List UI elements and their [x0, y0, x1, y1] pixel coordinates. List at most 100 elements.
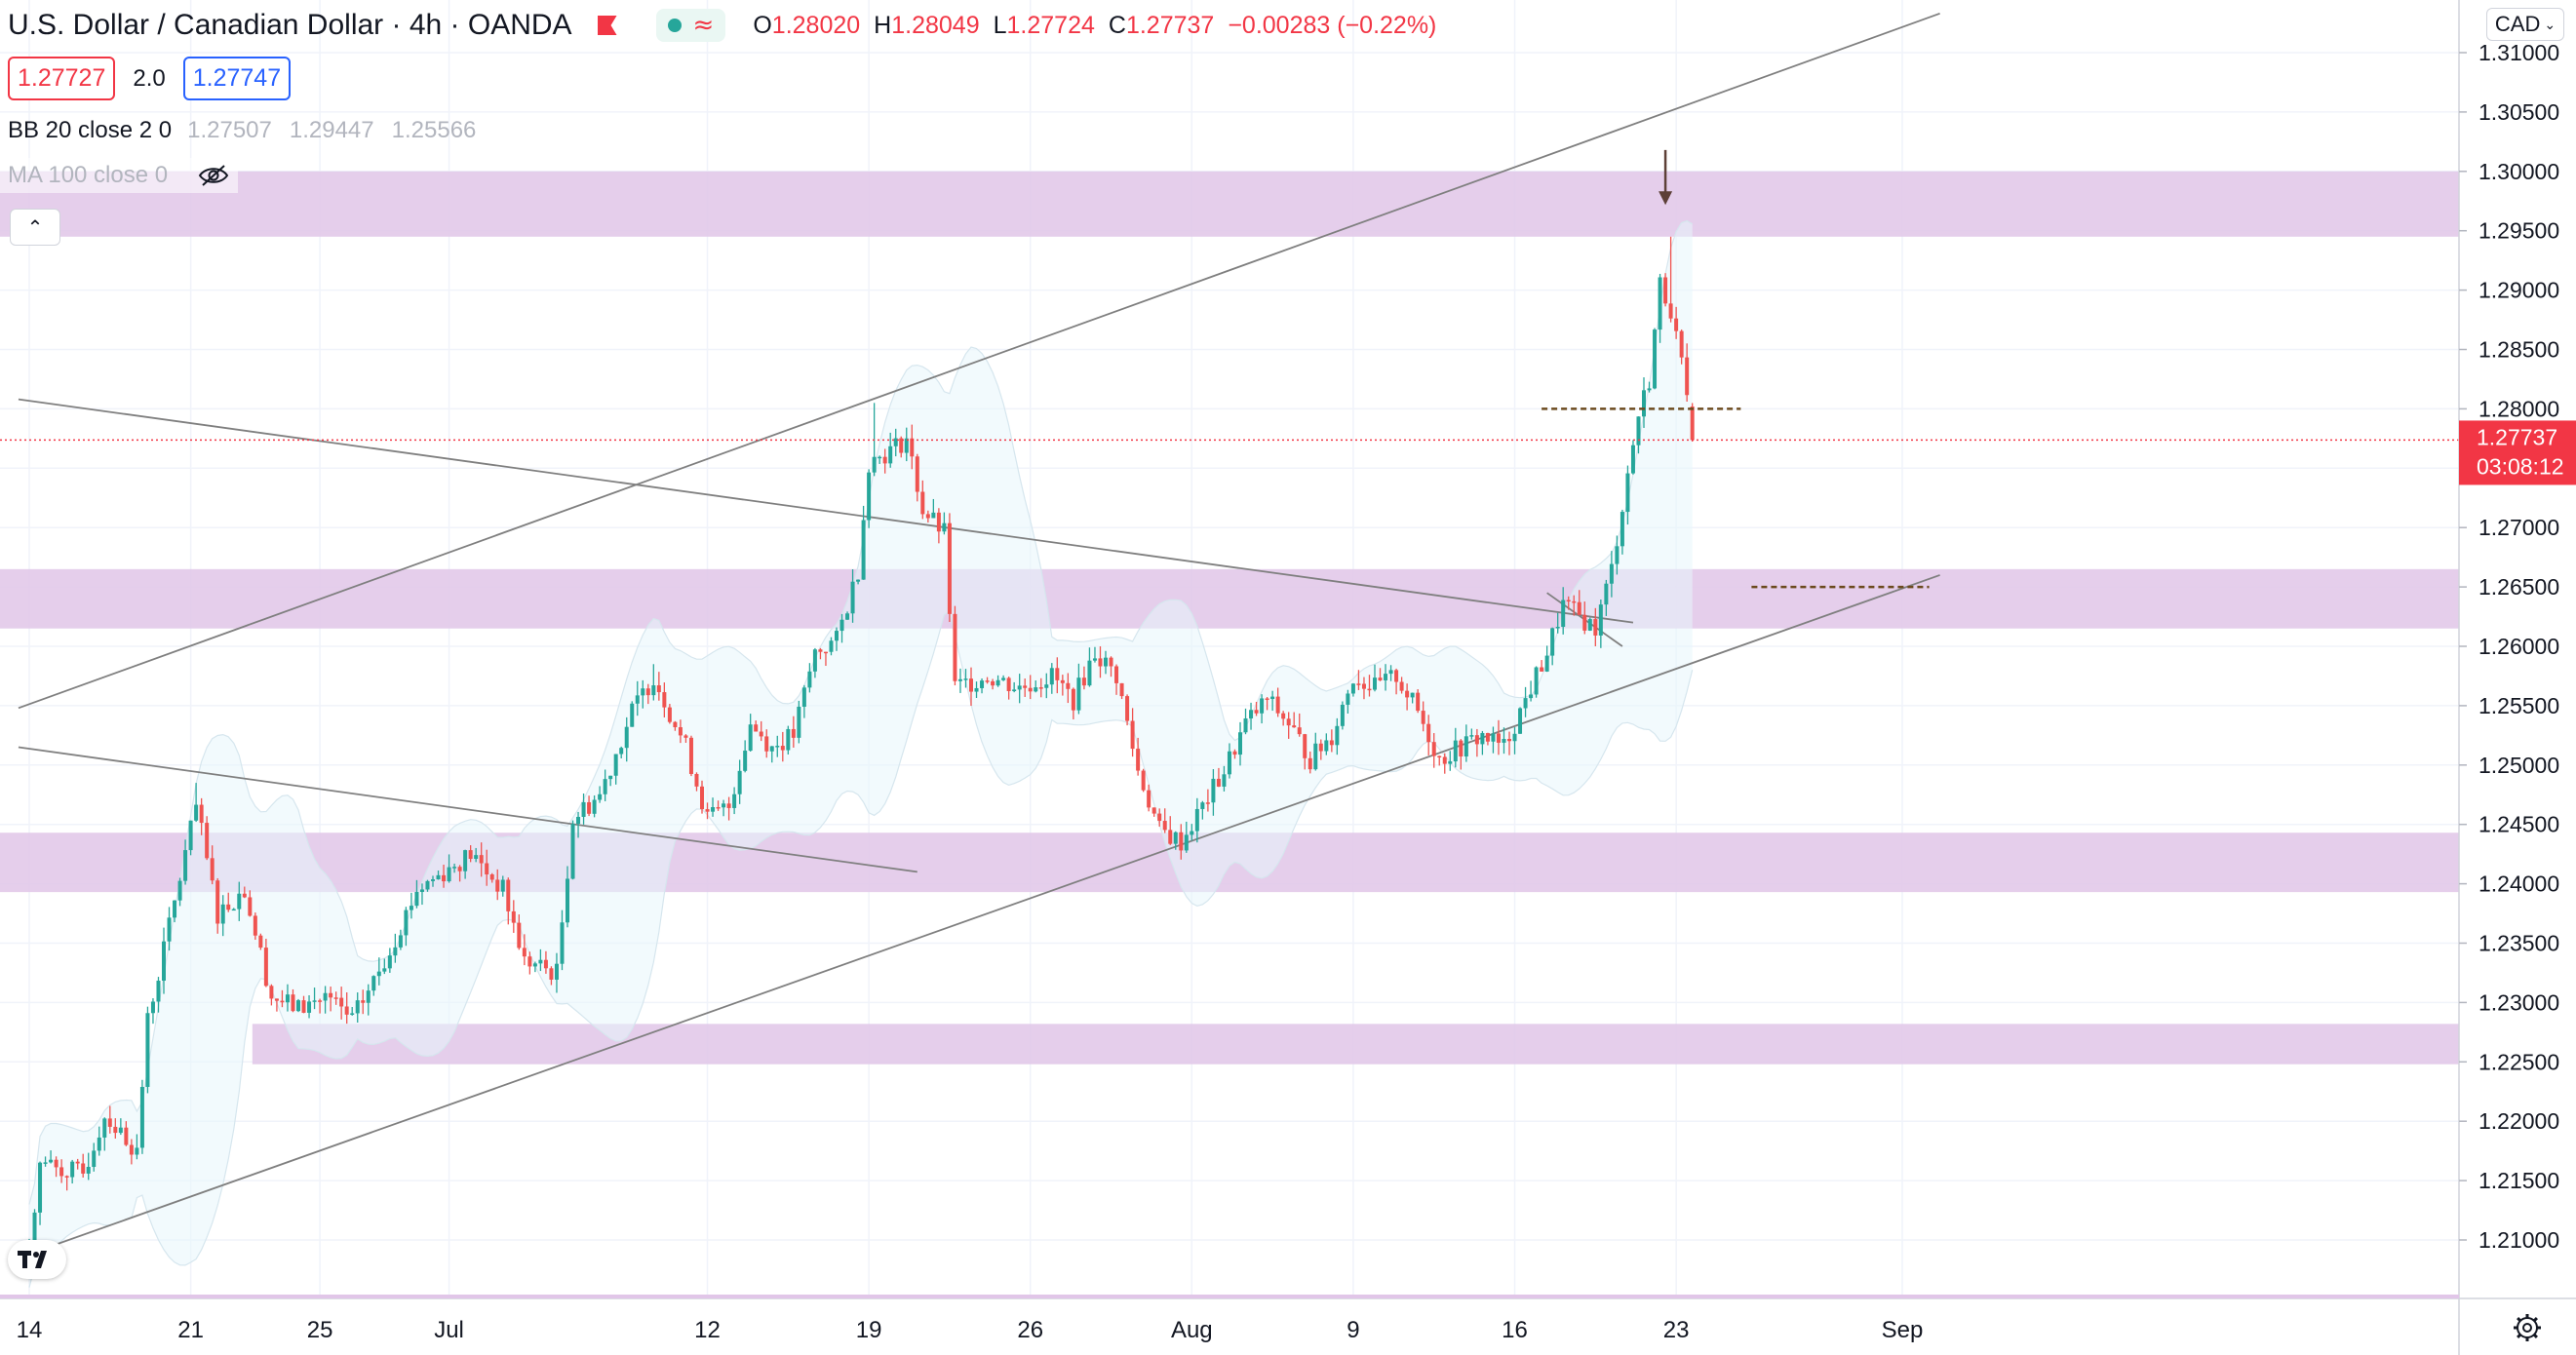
- candle-body: [118, 1127, 123, 1134]
- candle-body: [1410, 692, 1415, 698]
- price-tick-label: 1.21500: [2478, 1168, 2559, 1193]
- candle-body: [474, 855, 479, 859]
- candle-body: [1620, 512, 1624, 547]
- candle-body: [613, 754, 618, 776]
- candle-body: [511, 910, 516, 923]
- candle-body: [1136, 749, 1141, 771]
- candle-body: [1044, 684, 1049, 688]
- candle-body: [807, 671, 812, 688]
- currency-select[interactable]: CAD ⌄: [2486, 8, 2564, 41]
- candle-body: [587, 801, 592, 814]
- candle-body: [878, 456, 882, 459]
- candle-body: [323, 992, 328, 1001]
- price-tick-label: 1.23500: [2478, 931, 2559, 956]
- candle-body: [1055, 668, 1060, 680]
- candle-body: [1281, 713, 1286, 719]
- candle-body: [1615, 546, 1620, 564]
- candle-body: [829, 640, 834, 652]
- candle-body: [1034, 687, 1038, 692]
- candle-body: [957, 678, 962, 681]
- candle-body: [624, 726, 629, 749]
- candle-body: [1286, 718, 1291, 726]
- candle-body: [1346, 693, 1350, 705]
- candle-body: [1232, 751, 1237, 755]
- candle-body: [296, 1000, 300, 1012]
- candle-body: [678, 726, 683, 736]
- candle-body: [215, 880, 220, 924]
- indicator-bollinger-bands[interactable]: BB 20 close 2 0 1.27507 1.29447 1.25566: [8, 117, 476, 144]
- eye-off-icon[interactable]: [197, 164, 230, 187]
- candle-body: [641, 688, 645, 696]
- candle-body: [447, 867, 451, 882]
- candle-body: [220, 904, 225, 924]
- candle-body: [1179, 832, 1184, 851]
- time-tick-label: 12: [694, 1317, 721, 1343]
- candle-body: [630, 703, 635, 727]
- candle-body: [1066, 682, 1071, 689]
- tradingview-logo-mark: [18, 1251, 47, 1268]
- candle-body: [1394, 670, 1399, 682]
- candle-body: [1211, 778, 1216, 803]
- time-axis-background: [0, 1299, 2576, 1355]
- candle-body: [107, 1118, 112, 1127]
- candle-body: [291, 994, 295, 1012]
- candle-body: [969, 678, 973, 692]
- time-tick-label: 19: [856, 1317, 882, 1343]
- candle-body: [1416, 692, 1421, 712]
- candle-body: [350, 1013, 355, 1015]
- candle-body: [285, 994, 290, 1003]
- candle-body: [1577, 601, 1581, 615]
- candle-body: [457, 867, 462, 871]
- candle-body: [355, 1000, 360, 1014]
- candle-body: [318, 1000, 323, 1002]
- candle-body: [425, 880, 430, 890]
- market-open-dot-icon: [667, 19, 682, 32]
- candle-body: [1227, 751, 1231, 775]
- sell-button[interactable]: 1.27727: [8, 57, 116, 100]
- buy-button[interactable]: 1.27747: [182, 57, 292, 100]
- close-label: C: [1108, 11, 1126, 39]
- candle-body: [329, 992, 333, 998]
- candle-body: [592, 799, 597, 814]
- symbol-title[interactable]: U.S. Dollar / Canadian Dollar · 4h · OAN…: [8, 9, 572, 41]
- gear-tooth: [2533, 1334, 2538, 1338]
- candle-body: [1653, 329, 1658, 389]
- price-tick-label: 1.22500: [2478, 1049, 2559, 1074]
- price-tick-label: 1.28500: [2478, 337, 2559, 363]
- candle-body: [1147, 790, 1151, 808]
- candle-body: [769, 746, 774, 752]
- down-arrow-icon: [1659, 191, 1673, 206]
- candle-body: [1367, 688, 1372, 691]
- candle-body: [1249, 710, 1254, 718]
- flag-icon[interactable]: [597, 16, 617, 35]
- candle-body: [532, 963, 537, 967]
- candle-body: [307, 1001, 312, 1013]
- candle-body: [339, 997, 344, 1007]
- candle-body: [1469, 735, 1474, 737]
- tradingview-logo[interactable]: [8, 1240, 66, 1279]
- candle-body: [1038, 687, 1043, 689]
- collapse-legend-button[interactable]: ⌃: [10, 209, 60, 246]
- candle-body: [183, 850, 188, 881]
- time-tick-label: 26: [1017, 1317, 1043, 1343]
- candle-body: [248, 897, 253, 916]
- candle-body: [398, 935, 403, 948]
- candle-body: [1373, 678, 1377, 690]
- gear-icon[interactable]: [2514, 1314, 2541, 1341]
- candle-body: [1690, 406, 1695, 441]
- candle-body: [1303, 734, 1308, 758]
- candle-body: [856, 579, 861, 582]
- candle-body: [258, 935, 263, 948]
- candle-body: [1582, 614, 1587, 631]
- indicator-moving-average[interactable]: MA 100 close 0: [0, 158, 239, 193]
- candle-body: [145, 1013, 150, 1088]
- open-label: O: [753, 11, 772, 39]
- market-status-pill[interactable]: ≈: [655, 9, 726, 42]
- wave-icon: ≈: [692, 11, 715, 40]
- close-value: C1.27737: [1109, 12, 1214, 40]
- candle-body: [711, 806, 716, 812]
- candle-body: [893, 438, 898, 446]
- candle-body: [442, 874, 447, 882]
- candle-body: [791, 728, 796, 738]
